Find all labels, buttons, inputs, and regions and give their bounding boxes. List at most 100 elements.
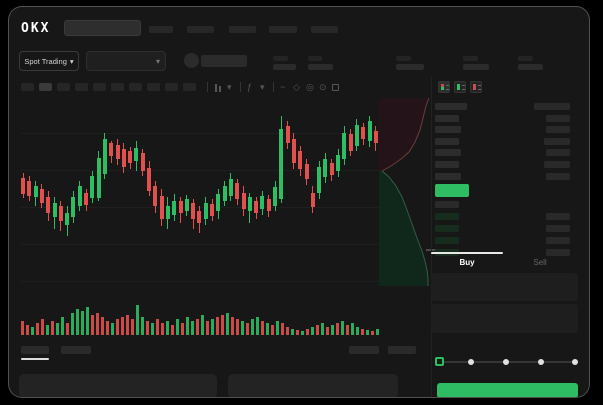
candle-body xyxy=(273,187,277,206)
ask-amount-placeholder[interactable] xyxy=(546,126,570,134)
volume-bar xyxy=(71,313,74,335)
timeframe-button[interactable] xyxy=(111,83,124,91)
book-view-combined-icon[interactable] xyxy=(438,81,450,93)
timeframe-button[interactable] xyxy=(183,83,196,91)
timeframe-button[interactable] xyxy=(129,83,142,91)
last-price-bar[interactable] xyxy=(435,184,469,197)
volume-bar xyxy=(326,327,329,335)
book-view-asks-icon[interactable] xyxy=(470,81,482,93)
fullscreen-icon[interactable] xyxy=(332,84,339,91)
line xyxy=(462,85,465,86)
bid-amount-placeholder[interactable] xyxy=(546,249,570,256)
volume-bar xyxy=(21,321,24,335)
candle-body xyxy=(247,197,252,211)
timeframe-button[interactable] xyxy=(75,83,88,91)
volume-bar xyxy=(131,319,134,335)
ask-price-placeholder[interactable] xyxy=(435,137,459,145)
bottom-tab-left[interactable] xyxy=(21,346,49,354)
slider-step-dot[interactable] xyxy=(572,359,578,365)
ask-amount-placeholder[interactable] xyxy=(544,161,570,168)
candle-body xyxy=(21,178,25,194)
slider-step-dot[interactable] xyxy=(503,359,509,365)
toolbar-divider xyxy=(273,82,274,92)
volume-bar xyxy=(61,317,64,335)
bid-amount-placeholder[interactable] xyxy=(546,237,570,244)
coin-icon xyxy=(184,53,199,68)
price-field[interactable] xyxy=(431,273,578,301)
timeframe-button[interactable] xyxy=(39,83,52,91)
stat-label-placeholder xyxy=(518,56,533,61)
timeframe-button[interactable] xyxy=(57,83,70,91)
bottom-tab-left[interactable] xyxy=(61,346,91,354)
slider-handle[interactable] xyxy=(434,357,444,366)
volume-bar xyxy=(176,319,179,335)
chevron-down-icon[interactable]: ▾ xyxy=(260,82,265,92)
amount-field[interactable] xyxy=(431,304,578,333)
candle-body xyxy=(128,151,133,163)
candle-body xyxy=(115,145,120,159)
ask-amount-placeholder[interactable] xyxy=(546,149,570,157)
ask-price-placeholder[interactable] xyxy=(435,172,461,180)
chevron-down-icon[interactable]: ▾ xyxy=(227,82,232,92)
nav-item-placeholder[interactable] xyxy=(269,26,297,33)
ask-price-placeholder[interactable] xyxy=(435,161,459,168)
volume-bar xyxy=(26,325,29,335)
line-tool-icon[interactable]: ~ xyxy=(280,82,286,92)
nav-item-placeholder[interactable] xyxy=(311,26,338,33)
bottom-tab-right[interactable] xyxy=(388,346,416,354)
timeframe-button[interactable] xyxy=(147,83,160,91)
tab-buy[interactable]: Buy xyxy=(431,254,503,270)
ask-price-placeholder[interactable] xyxy=(435,126,461,134)
tab-sell[interactable]: Sell xyxy=(504,254,576,270)
ask-price-placeholder[interactable] xyxy=(435,103,467,110)
bid-price-placeholder[interactable] xyxy=(435,237,459,244)
bid-amount-placeholder[interactable] xyxy=(546,225,570,232)
stat-value-placeholder xyxy=(308,64,333,70)
buy-submit-button[interactable] xyxy=(437,383,578,397)
candle-body xyxy=(216,194,221,211)
nav-item-placeholder[interactable] xyxy=(149,26,173,33)
draw-icon[interactable]: ◇ xyxy=(293,82,300,92)
chart-gridline xyxy=(21,207,379,208)
ask-amount-placeholder[interactable] xyxy=(544,137,570,145)
timeframe-button[interactable] xyxy=(165,83,178,91)
ask-price-placeholder[interactable] xyxy=(435,149,461,157)
nav-item-placeholder[interactable] xyxy=(187,26,214,33)
candle-body xyxy=(134,148,139,161)
bid-price-placeholder[interactable] xyxy=(435,225,459,232)
bid-amount-placeholder[interactable] xyxy=(546,213,570,220)
market-mode-selector[interactable]: Spot Trading ▾ xyxy=(19,51,79,71)
volume-bar xyxy=(36,323,39,335)
chart-type-icon[interactable] xyxy=(214,84,223,92)
candle-body xyxy=(323,159,328,177)
asks-column xyxy=(473,84,476,90)
nav-item-placeholder[interactable] xyxy=(229,26,256,33)
indicators-icon[interactable]: ƒ xyxy=(247,82,253,92)
slider-step-dot[interactable] xyxy=(468,359,474,365)
chart-gridline xyxy=(21,170,379,171)
volume-bar xyxy=(241,321,244,335)
book-view-bids-icon[interactable] xyxy=(454,81,466,93)
ask-amount-placeholder[interactable] xyxy=(534,103,570,110)
ask-amount-placeholder[interactable] xyxy=(546,172,570,180)
search-input[interactable] xyxy=(64,20,141,36)
volume-bar xyxy=(146,321,149,335)
snapshot-icon[interactable]: ◎ xyxy=(306,82,314,92)
app-window: OKX Spot Trading ▾ ▾ ▾ ƒ ▾ ~ ◇ ◎ ⊙ xyxy=(8,6,590,398)
timeframe-button[interactable] xyxy=(21,83,34,91)
candle-body xyxy=(354,125,359,146)
bid-price-placeholder[interactable] xyxy=(435,201,459,208)
ask-amount-placeholder[interactable] xyxy=(546,114,570,122)
bottom-tab-right[interactable] xyxy=(349,346,379,354)
toolbar-divider xyxy=(240,82,241,92)
bid-price-placeholder[interactable] xyxy=(435,213,459,220)
pair-selector[interactable]: ▾ xyxy=(86,51,166,71)
settings-icon[interactable]: ⊙ xyxy=(319,82,327,92)
candle-body xyxy=(285,126,290,143)
chart-gridline xyxy=(21,244,379,245)
volume-bar xyxy=(81,311,84,335)
volume-bar xyxy=(221,315,224,335)
ask-price-placeholder[interactable] xyxy=(435,114,459,122)
slider-step-dot[interactable] xyxy=(538,359,544,365)
timeframe-button[interactable] xyxy=(93,83,106,91)
